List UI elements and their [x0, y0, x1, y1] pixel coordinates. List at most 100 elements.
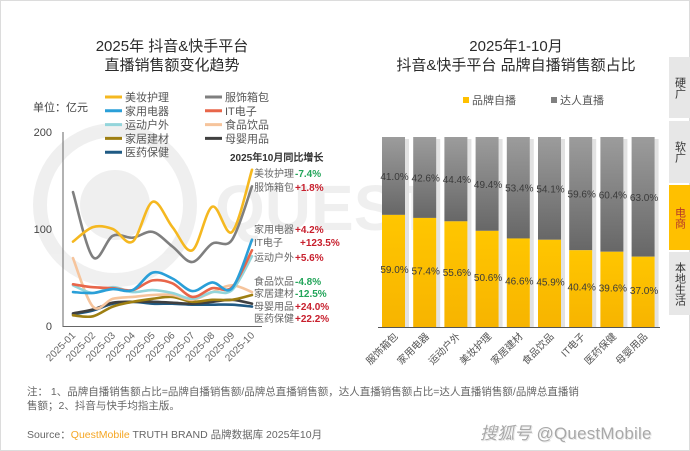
bar-group: 49.4% 50.6% 美妆护理: [457, 137, 503, 367]
y-tick-label: 200: [34, 127, 52, 139]
bar-kol-value-label: 42.6%: [412, 173, 440, 184]
growth-label: 运动户外 +5.6%: [254, 251, 324, 264]
side-tab-label: 软广: [673, 141, 686, 163]
legend-label: 运动户外: [125, 118, 169, 132]
bar-legend-item: 品牌自播: [463, 93, 516, 107]
growth-value: +5.6%: [295, 253, 324, 264]
stacked-bar-chart: 品牌自播 达人直播 41.0% 59.0% 服饰箱包 42.6% 57.4% 家用电器 44.4…: [363, 93, 660, 368]
bar-shadow: [436, 139, 441, 327]
bar-category-label: 运动户外: [426, 330, 463, 367]
legend-label: 家用电器: [125, 104, 169, 118]
left-chart-title: 2025年 抖音&快手平台 直播销售额变化趋势: [40, 37, 304, 75]
bar-shadow: [592, 139, 597, 327]
footnote: 注： 1、品牌自播销售额占比=品牌自播销售额/品牌总直播销售额，达人直播销售额占…: [27, 385, 579, 413]
bar-group: 54.1% 45.9% 食品饮品: [519, 137, 565, 367]
footnote-line: 注： 1、品牌自播销售额占比=品牌自播销售额/品牌总直播销售额，达人直播销售额占…: [27, 386, 579, 398]
bar-legend-label: 达人直播: [560, 93, 604, 107]
bar-kol-segment: [413, 137, 437, 218]
bar-kol-segment: [569, 137, 593, 251]
bar-legend-item: 达人直播: [551, 93, 604, 107]
bar-shadow: [405, 139, 409, 327]
bar-brand-value-label: 40.4%: [568, 283, 596, 294]
bar-kol-value-label: 54.1%: [536, 184, 564, 195]
series-line-4: [71, 249, 254, 299]
right-chart-title-line2: 抖音&快手平台 品牌自播销售额占比: [396, 57, 636, 74]
legend-item: 美妆护理: [105, 90, 169, 104]
legend-item: 母婴用品: [205, 132, 269, 145]
side-tab-3[interactable]: 电商: [669, 185, 690, 250]
growth-value: +4.2%: [295, 225, 324, 236]
growth-category: 食品饮品: [254, 275, 294, 288]
left-chart-title-line2: 直播销售额变化趋势: [104, 57, 240, 74]
series-line-7: [71, 293, 254, 319]
legend-label: 服饰箱包: [225, 90, 269, 104]
source-line: Source：QuestMobile TRUTH BRAND 品牌数据库 202…: [27, 427, 322, 442]
growth-header: 2025年10月同比增长: [230, 151, 324, 164]
bar-brand-segment: [382, 214, 405, 327]
growth-value: -7.4%: [295, 169, 321, 180]
growth-category: IT电子: [254, 236, 283, 249]
bar-kol-segment: [382, 137, 405, 215]
growth-label: IT电子 +123.5%: [254, 236, 340, 249]
bar-legend-swatch: [463, 97, 469, 103]
growth-label: 母婴用品 +24.0%: [254, 301, 329, 313]
bar-category-label: 家居建材: [488, 330, 525, 367]
legend-label: IT电子: [225, 105, 257, 118]
watermark-handle: @QuestMobile: [536, 424, 652, 443]
right-chart-title: 2025年1-10月 抖音&快手平台 品牌自播销售额占比: [370, 37, 662, 75]
side-tab-4[interactable]: 本地生活: [669, 252, 690, 315]
legend-item: 家居建材: [105, 131, 169, 145]
legend-label: 母婴用品: [225, 132, 269, 145]
bar-brand-segment: [444, 221, 468, 327]
watermark-platform: 搜狐号: [480, 424, 532, 443]
growth-label: 家用电器 +4.2%: [254, 223, 324, 236]
bar-brand-value-label: 46.6%: [505, 277, 533, 288]
bar-brand-segment: [506, 238, 530, 327]
bar-kol-value-label: 49.4%: [474, 180, 502, 191]
bar-brand-segment: [475, 230, 499, 327]
left-chart-title-line1: 2025年 抖音&快手平台: [95, 38, 249, 55]
bar-brand-value-label: 39.6%: [599, 283, 627, 294]
bar-brand-value-label: 57.4%: [412, 266, 440, 277]
series-line-2: [71, 185, 254, 264]
legend-item: 家用电器: [105, 104, 169, 118]
sohu-watermark: 搜狐号 @QuestMobile: [480, 419, 652, 444]
legend-label: 食品饮品: [225, 118, 269, 132]
bar-kol-value-label: 53.4%: [505, 184, 533, 195]
growth-category: 美妆护理: [254, 167, 294, 180]
legend-item: 医药保健: [105, 145, 169, 159]
right-chart-title-line1: 2025年1-10月: [469, 38, 563, 55]
growth-value: +1.8%: [295, 183, 324, 194]
growth-value: -4.8%: [295, 277, 321, 288]
growth-category: 医药保健: [254, 312, 294, 325]
bar-legend-swatch: [551, 97, 557, 103]
bar-brand-segment: [631, 256, 655, 327]
bar-kol-value-label: 44.4%: [443, 175, 471, 186]
growth-value: +24.0%: [295, 302, 329, 313]
bar-kol-segment: [600, 137, 624, 252]
bar-shadow: [467, 139, 472, 327]
bar-category-label: 母婴用品: [613, 331, 650, 368]
bar-kol-value-label: 59.6%: [568, 190, 596, 201]
side-tab-1[interactable]: 硬广: [669, 57, 690, 118]
bar-brand-value-label: 37.0%: [630, 286, 658, 297]
bar-shadow: [623, 139, 628, 327]
side-tab-2[interactable]: 软广: [669, 121, 690, 183]
growth-value: -12.5%: [295, 289, 327, 300]
bar-brand-value-label: 45.9%: [536, 277, 564, 288]
growth-value: +123.5%: [300, 238, 340, 249]
side-tab-label: 硬广: [673, 76, 686, 99]
bar-kol-segment: [538, 137, 561, 240]
source-prefix: Source：: [27, 429, 71, 441]
footnote-line: 售额；2、抖音与快手均指主版。: [27, 400, 180, 412]
bar-kol-segment: [631, 137, 655, 257]
bar-brand-segment: [538, 239, 561, 327]
growth-value: +22.2%: [295, 314, 329, 325]
bar-kol-segment: [506, 137, 530, 239]
growth-category: 运动户外: [254, 251, 294, 264]
bar-category-label: 食品饮品: [519, 330, 556, 367]
bar-group: 41.0% 59.0% 服饰箱包: [363, 137, 409, 367]
legend-label: 美妆护理: [125, 90, 169, 104]
growth-category: 家居建材: [254, 287, 294, 300]
